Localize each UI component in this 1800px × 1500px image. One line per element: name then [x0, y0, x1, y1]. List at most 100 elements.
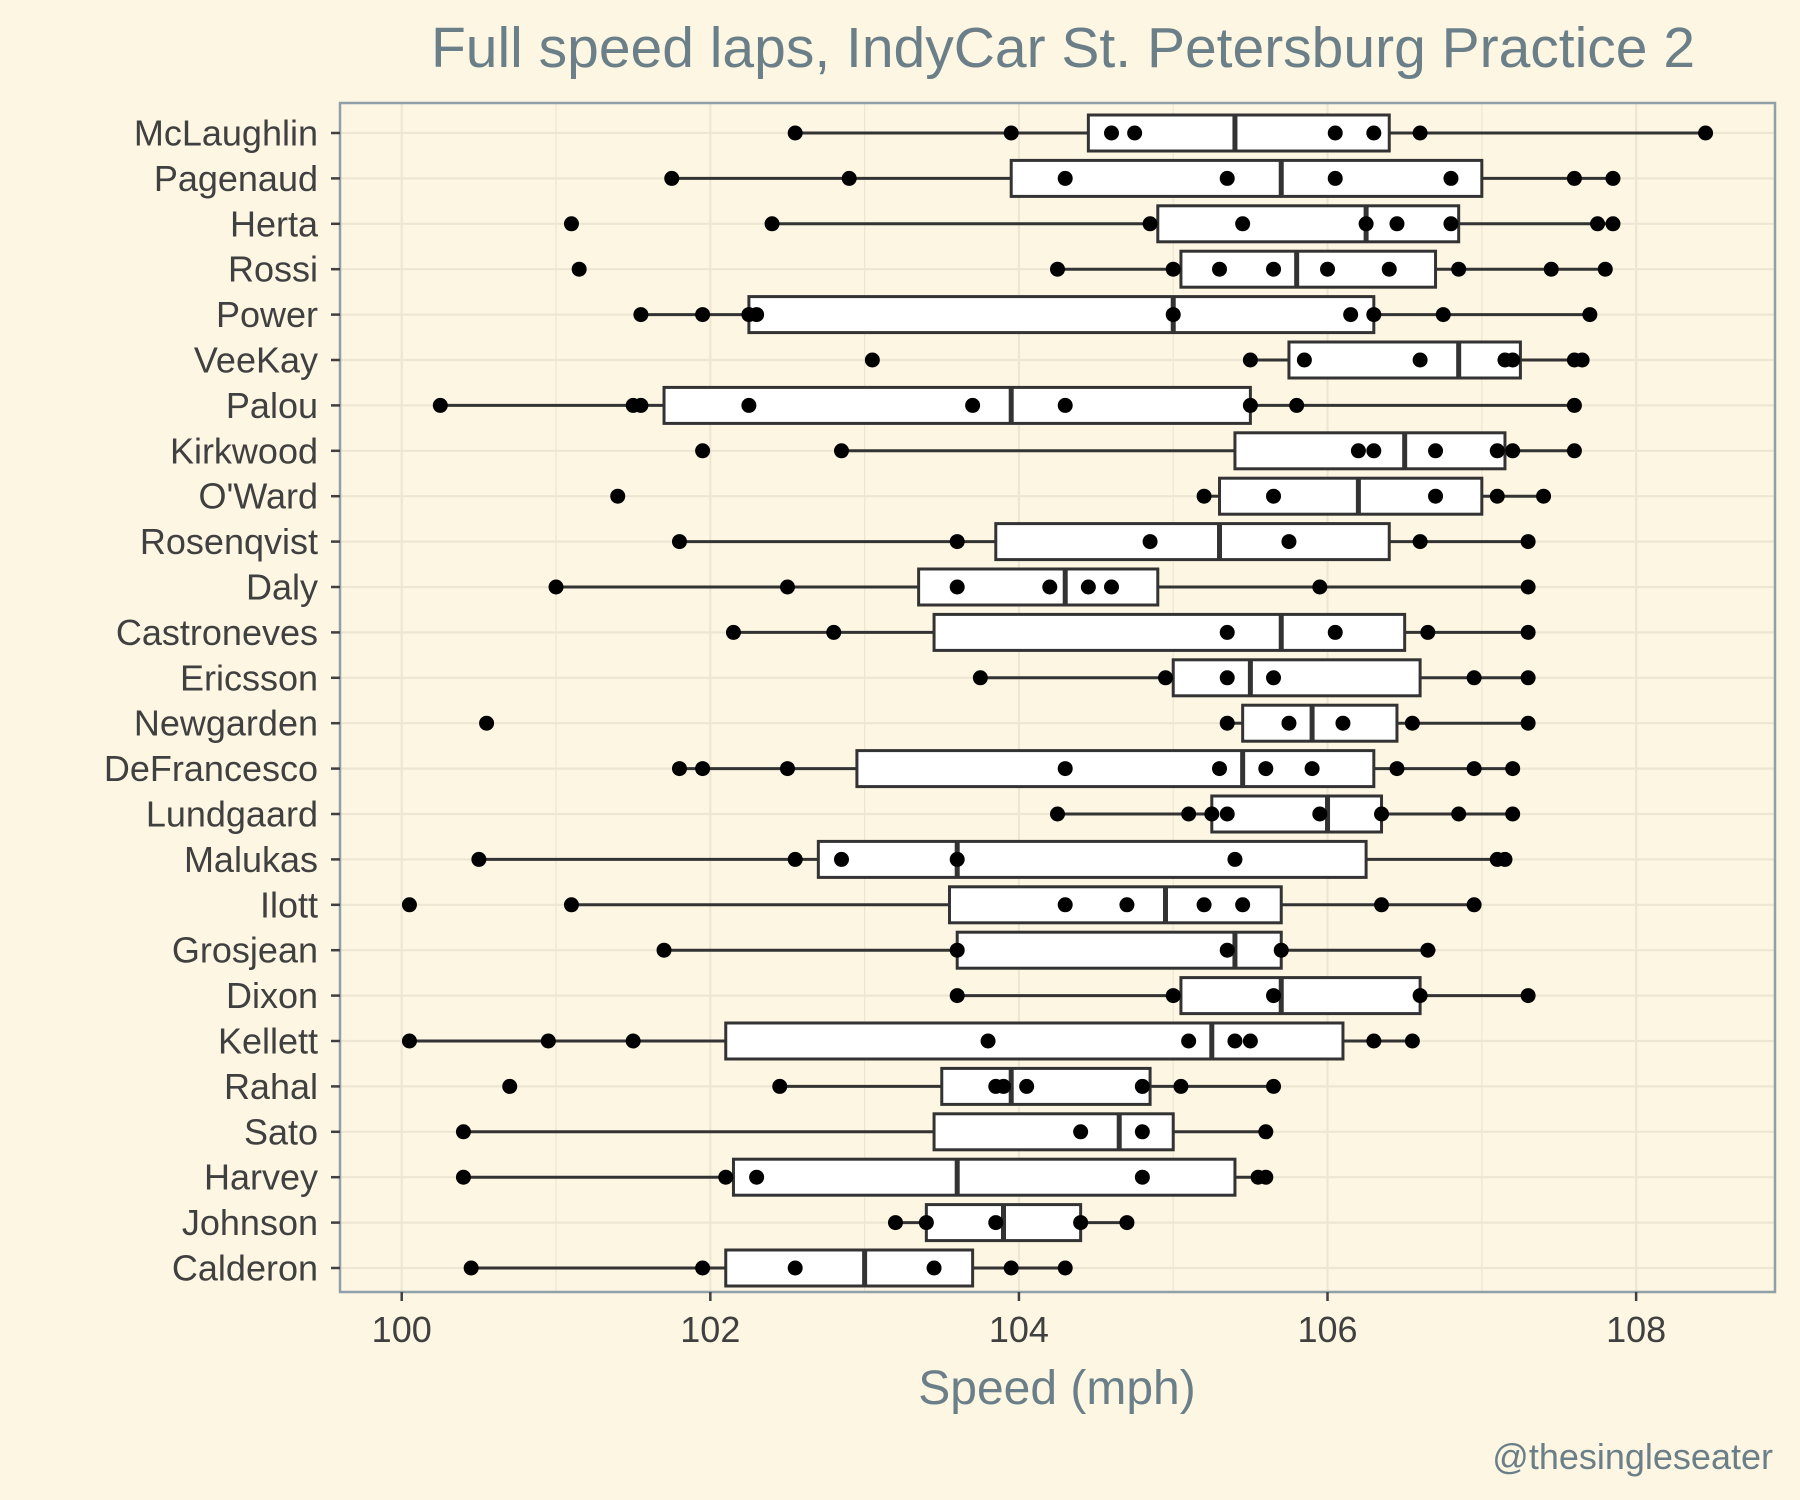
lap-point — [633, 307, 649, 323]
lap-point — [1520, 715, 1536, 731]
y-tick-label: Lundgaard — [146, 794, 318, 835]
box-iqr — [932, 1112, 1175, 1152]
lap-point — [1404, 715, 1420, 731]
lap-point — [1142, 534, 1158, 550]
y-tick-label: O'Ward — [198, 476, 318, 517]
lap-point — [949, 851, 965, 867]
lap-point — [610, 488, 626, 504]
lap-point — [1343, 307, 1359, 323]
lap-point — [1412, 125, 1428, 141]
box-iqr — [1241, 703, 1399, 743]
lap-point — [1142, 216, 1158, 232]
box-iqr — [724, 1021, 1345, 1061]
lap-point — [1235, 897, 1251, 913]
y-tick-label: Harvey — [204, 1157, 318, 1198]
y-tick-label: Daly — [246, 567, 318, 608]
box-iqr — [1156, 204, 1461, 244]
box-iqr — [816, 839, 1368, 879]
lap-point — [1050, 261, 1065, 277]
lap-point — [1165, 261, 1181, 277]
lap-point — [1443, 216, 1459, 232]
lap-point — [1073, 1124, 1089, 1140]
lap-point — [1366, 1033, 1382, 1049]
lap-point — [1042, 579, 1058, 595]
lap-point — [718, 1169, 734, 1185]
lap-point — [787, 1260, 803, 1276]
lap-point — [1327, 170, 1343, 186]
lap-point — [1219, 170, 1235, 186]
box-sato — [463, 1112, 1266, 1152]
box-iqr — [1179, 976, 1422, 1016]
lap-point — [1219, 715, 1235, 731]
lap-point — [787, 125, 803, 141]
x-tick-label: 108 — [1606, 1309, 1666, 1350]
lap-point — [1374, 897, 1390, 913]
lap-point — [1536, 488, 1552, 504]
lap-point — [1104, 125, 1120, 141]
lap-point — [1219, 670, 1235, 686]
lap-point — [1520, 534, 1536, 550]
lap-point — [1520, 670, 1536, 686]
lap-point — [1242, 1033, 1258, 1049]
lap-point — [1173, 1078, 1189, 1094]
lap-point — [1389, 216, 1405, 232]
lap-point — [1489, 443, 1505, 459]
lap-point — [980, 1033, 996, 1049]
y-tick-label: DeFrancesco — [104, 748, 318, 789]
box-kellett — [409, 1021, 1413, 1061]
lap-point — [1127, 125, 1143, 141]
lap-point — [502, 1078, 518, 1094]
lap-point — [1304, 761, 1320, 777]
box-iqr — [855, 749, 1376, 789]
lap-point — [1605, 216, 1621, 232]
lap-point — [833, 443, 849, 459]
x-tick-label: 104 — [989, 1309, 1049, 1350]
lap-point — [749, 307, 765, 323]
lap-point — [1366, 125, 1382, 141]
lap-point — [1242, 397, 1258, 413]
lap-point — [1605, 170, 1621, 186]
lap-point — [1281, 715, 1297, 731]
lap-point — [455, 1169, 471, 1185]
lap-point — [656, 942, 672, 958]
box-malukas — [478, 839, 1505, 879]
lap-point — [1289, 397, 1305, 413]
y-tick-label: Sato — [244, 1111, 318, 1152]
lap-point — [1466, 670, 1482, 686]
box-iqr — [932, 612, 1407, 652]
lap-point — [664, 170, 680, 186]
lap-point — [1227, 851, 1243, 867]
lap-point — [695, 761, 711, 777]
lap-point — [479, 715, 495, 731]
lap-point — [1212, 761, 1228, 777]
y-tick-label: Castroneves — [116, 612, 318, 653]
lap-point — [671, 534, 687, 550]
box-herta — [772, 204, 1613, 244]
lap-point — [548, 579, 564, 595]
lap-point — [1412, 988, 1428, 1004]
box-iqr — [994, 522, 1391, 562]
lap-point — [1165, 988, 1181, 1004]
box-harvey — [463, 1157, 1266, 1197]
lap-point — [1057, 761, 1073, 777]
y-tick-label: Johnson — [182, 1202, 318, 1243]
box-mclaughlin — [795, 113, 1706, 153]
lap-point — [1158, 670, 1174, 686]
lap-point — [1266, 1078, 1282, 1094]
lap-point — [1266, 670, 1282, 686]
box-iqr — [1210, 794, 1384, 834]
x-tick-label: 106 — [1297, 1309, 1357, 1350]
box-iqr — [940, 1066, 1152, 1106]
x-tick-label: 100 — [372, 1309, 432, 1350]
lap-point — [1335, 715, 1351, 731]
lap-point — [1057, 170, 1073, 186]
lap-point — [1358, 216, 1374, 232]
lap-point — [463, 1260, 479, 1276]
lap-point — [1003, 1260, 1019, 1276]
lap-point — [749, 1169, 765, 1185]
lap-point — [1366, 307, 1382, 323]
lap-point — [1582, 307, 1598, 323]
lap-point — [540, 1033, 556, 1049]
x-axis-title: Speed (mph) — [918, 1362, 1195, 1415]
